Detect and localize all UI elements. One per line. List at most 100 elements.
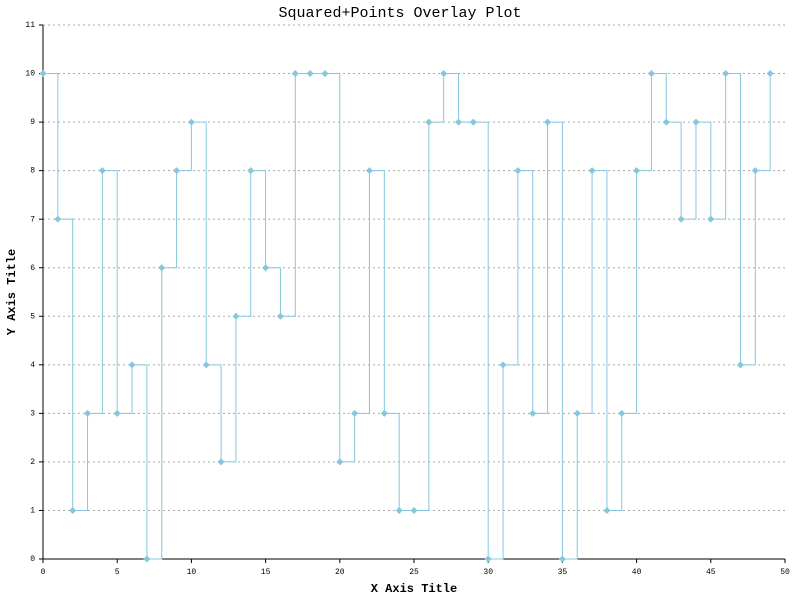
x-tick-label: 35	[558, 568, 568, 577]
y-tick-label: 4	[30, 361, 35, 370]
point	[529, 409, 537, 417]
point	[69, 506, 77, 514]
step-segment	[191, 121, 207, 365]
y-tick-label: 6	[30, 264, 35, 273]
y-tick-label: 8	[30, 167, 35, 176]
point	[262, 264, 270, 272]
step-segment	[666, 121, 682, 220]
point	[54, 215, 62, 223]
step-segment	[339, 413, 356, 463]
step-segment	[517, 170, 534, 414]
y-tick-label: 0	[30, 555, 35, 564]
step-segment	[503, 170, 519, 366]
point	[722, 70, 730, 78]
point	[39, 70, 47, 78]
y-tick-label: 2	[30, 458, 35, 467]
point	[98, 167, 106, 175]
point	[558, 555, 566, 563]
step-segment	[414, 122, 430, 511]
step-segment	[725, 73, 741, 365]
step-segment	[206, 364, 222, 462]
step-segment	[161, 170, 178, 269]
step-segment	[176, 122, 192, 172]
x-tick-label: 45	[706, 568, 716, 577]
step-segment	[473, 121, 489, 559]
y-tick-label: 7	[30, 215, 35, 224]
step-segment	[577, 170, 593, 414]
step-segment	[57, 218, 74, 511]
point	[618, 409, 626, 417]
x-tick-label: 0	[41, 568, 46, 577]
point	[425, 118, 433, 126]
step-segment	[606, 413, 623, 511]
point	[84, 409, 92, 417]
x-tick-label: 5	[115, 568, 120, 577]
step-segment	[72, 413, 89, 511]
y-tick-label: 10	[25, 70, 35, 79]
point	[365, 167, 373, 175]
step-segment	[369, 170, 385, 414]
chart-title: Squared+Points Overlay Plot	[278, 5, 521, 22]
step-segment	[265, 267, 281, 317]
point	[158, 264, 166, 272]
step-segment	[132, 364, 148, 559]
step-segment	[102, 170, 118, 414]
x-tick-label: 25	[409, 568, 419, 577]
x-axis-title: X Axis Title	[371, 582, 457, 596]
step-segment	[681, 122, 697, 220]
point	[410, 506, 418, 514]
step-segment	[532, 122, 549, 414]
point	[662, 118, 670, 126]
point	[291, 70, 299, 78]
step-segment	[636, 73, 652, 172]
point	[440, 70, 448, 78]
point	[707, 215, 715, 223]
y-tick-label: 11	[25, 21, 35, 30]
step-segment	[592, 170, 608, 511]
step-segment	[221, 316, 237, 463]
point	[202, 361, 210, 369]
point	[395, 506, 403, 514]
point	[677, 215, 685, 223]
step-segment	[710, 73, 727, 220]
step-segment	[117, 364, 133, 414]
step-segment	[651, 73, 667, 123]
point	[751, 167, 759, 175]
point	[573, 409, 581, 417]
point	[544, 118, 552, 126]
step-segment	[755, 73, 771, 172]
step-segment	[562, 413, 578, 560]
point	[232, 312, 240, 320]
point	[187, 118, 195, 126]
x-tick-label: 10	[187, 568, 197, 577]
x-tick-label: 30	[483, 568, 493, 577]
step-segment	[740, 170, 756, 366]
step-segment	[354, 170, 370, 414]
point	[143, 555, 151, 563]
step-segment	[324, 73, 341, 462]
x-tick-label: 15	[261, 568, 271, 577]
point	[321, 70, 329, 78]
point	[336, 458, 344, 466]
point	[588, 167, 596, 175]
step-segment	[384, 412, 400, 511]
step-segment	[87, 170, 103, 414]
point	[692, 118, 700, 126]
point	[113, 409, 121, 417]
x-tick-label: 40	[632, 568, 642, 577]
point	[217, 458, 225, 466]
y-tick-label: 9	[30, 118, 35, 127]
step-segment	[621, 170, 638, 414]
point	[380, 409, 388, 417]
x-tick-label: 20	[335, 568, 345, 577]
point	[247, 167, 255, 175]
point	[484, 555, 492, 563]
y-tick-label: 3	[30, 409, 35, 418]
point	[603, 506, 611, 514]
point	[736, 361, 744, 369]
step-segment	[695, 121, 712, 220]
step-segment	[488, 364, 504, 560]
step-segment	[428, 73, 445, 123]
point	[351, 409, 359, 417]
